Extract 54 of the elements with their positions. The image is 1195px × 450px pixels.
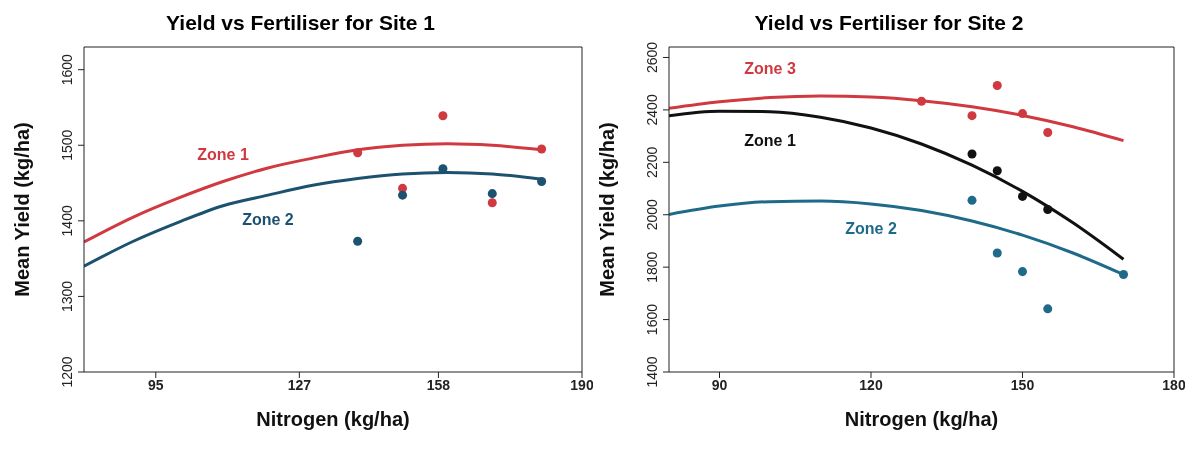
y-tick-label: 2400 <box>644 94 660 126</box>
chart-title: Yield vs Fertiliser for Site 1 <box>165 10 436 36</box>
point <box>487 198 497 208</box>
series-label: Zone 1 <box>197 145 249 163</box>
point <box>1043 127 1053 137</box>
y-axis-title: Mean Yield (kg/ha) <box>11 122 34 297</box>
line-series <box>669 109 1125 261</box>
y-tick-label: 1500 <box>59 129 75 161</box>
point <box>1118 269 1129 280</box>
x-tick-label: 90 <box>711 376 728 393</box>
point <box>353 148 363 158</box>
x-tick-label: 95 <box>147 376 164 393</box>
point <box>487 189 497 199</box>
y-tick-label: 2200 <box>644 146 660 178</box>
x-axis-title: Nitrogen (kg/ha) <box>256 408 410 430</box>
point <box>992 166 1002 176</box>
point <box>967 195 977 205</box>
x-tick-label: 127 <box>287 376 312 393</box>
point <box>398 190 408 200</box>
x-tick-label: 150 <box>1010 376 1035 393</box>
y-tick-label: 1600 <box>59 53 75 86</box>
x-tick-label: 158 <box>426 376 451 393</box>
x-axis-title: Nitrogen (kg/ha) <box>844 408 999 430</box>
y-tick-label: 1400 <box>59 205 75 237</box>
point <box>967 111 977 121</box>
x-tick-label: 180 <box>1162 376 1186 393</box>
y-tick-label: 1300 <box>59 280 75 312</box>
x-tick-label: 120 <box>859 376 883 393</box>
point <box>1017 191 1028 201</box>
y-tick-label: 1800 <box>644 251 660 283</box>
point <box>353 236 363 246</box>
point <box>537 144 547 154</box>
point <box>1017 109 1028 119</box>
chart-title: Yield vs Fertiliser for Site 2 <box>753 10 1025 36</box>
y-tick-label: 1400 <box>644 356 660 388</box>
series-label: Zone 3 <box>744 59 796 77</box>
series-label: Zone 1 <box>744 131 796 149</box>
point <box>992 81 1002 91</box>
point <box>438 111 448 121</box>
series-label: Zone 2 <box>242 211 294 229</box>
point <box>916 96 927 106</box>
point <box>1017 267 1028 277</box>
point <box>537 177 547 187</box>
point <box>1043 204 1053 215</box>
series-label: Zone 2 <box>845 220 897 237</box>
point <box>1043 304 1053 314</box>
x-tick-label: 190 <box>570 376 594 393</box>
y-tick-label: 2600 <box>644 41 660 74</box>
y-tick-label: 1600 <box>644 303 660 336</box>
y-tick-label: 1200 <box>59 356 75 388</box>
y-axis-title: Mean Yield (kg/ha) <box>596 122 619 297</box>
point <box>992 248 1002 258</box>
point <box>967 149 977 159</box>
y-tick-label: 2000 <box>644 198 660 231</box>
